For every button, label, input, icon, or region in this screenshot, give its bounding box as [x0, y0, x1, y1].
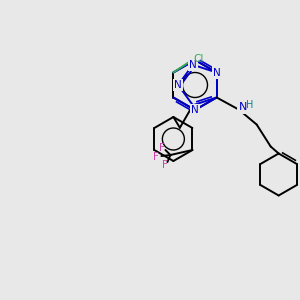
Text: N: N	[213, 68, 220, 77]
Text: N: N	[191, 105, 199, 115]
Text: N: N	[174, 80, 182, 90]
Text: F: F	[154, 152, 159, 162]
Text: F: F	[163, 160, 168, 170]
Text: N: N	[238, 103, 247, 112]
Text: Cl: Cl	[193, 53, 203, 64]
Text: N: N	[189, 60, 197, 70]
Text: F: F	[160, 143, 165, 153]
Text: H: H	[246, 100, 253, 110]
